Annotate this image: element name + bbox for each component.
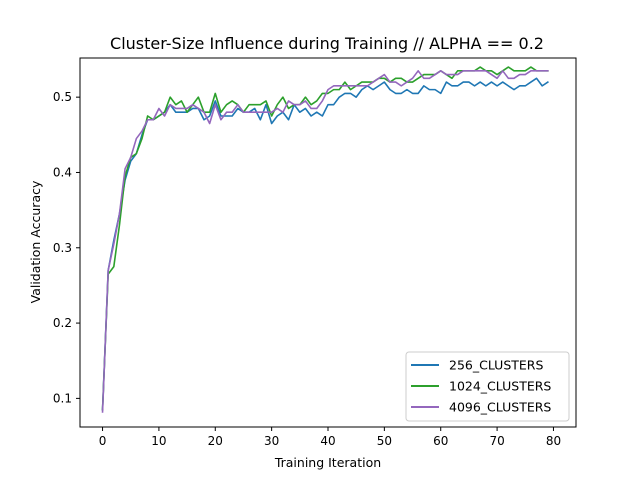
legend-box [405,351,570,422]
x-tick-label-6: 60 [433,434,448,448]
x-tick-label-0: 0 [99,434,107,448]
series-line-2 [101,70,549,413]
legend-label-2: 4096_CLUSTERS [449,400,551,415]
x-tick-label-2: 20 [208,434,223,448]
x-axis: 0 10 20 30 40 50 60 70 80 [99,427,561,448]
x-tick-label-8: 80 [546,434,561,448]
x-tick-label-5: 50 [377,434,392,448]
x-tick-label-7: 70 [489,434,504,448]
y-tick-label-3: 0.4 [53,165,72,179]
legend-label-1: 1024_CLUSTERS [449,379,551,394]
legend-label-0: 256_CLUSTERS [449,358,543,373]
x-axis-label: Training Iteration [274,455,381,470]
y-axis-label: Validation Accuracy [28,180,43,303]
y-tick-label-1: 0.2 [53,316,72,330]
y-tick-label-2: 0.3 [53,241,72,255]
y-tick-label-4: 0.5 [53,90,72,104]
y-axis: 0.1 0.2 0.3 0.4 0.5 [53,90,80,405]
x-tick-label-1: 10 [151,434,166,448]
y-tick-label-0: 0.1 [53,391,72,405]
chart-title: Cluster-Size Influence during Training /… [110,34,544,53]
x-tick-label-3: 30 [264,434,279,448]
series-layer [101,66,549,413]
series-line-0 [101,77,549,411]
legend: 256_CLUSTERS 1024_CLUSTERS 4096_CLUSTERS [405,351,570,422]
x-tick-label-4: 40 [320,434,335,448]
